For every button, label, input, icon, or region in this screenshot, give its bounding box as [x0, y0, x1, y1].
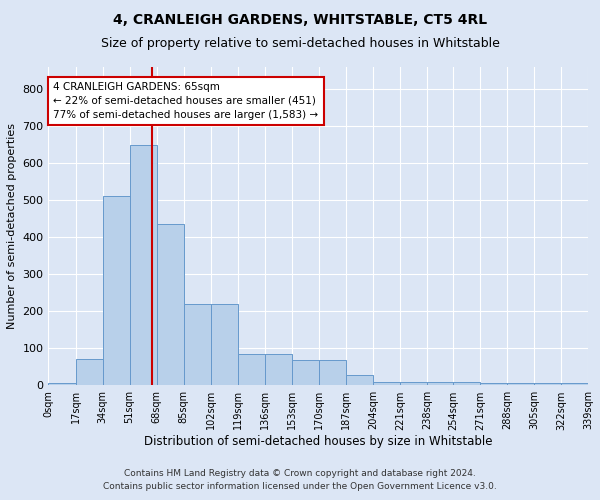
Bar — [373, 382, 400, 386]
Bar — [76, 360, 103, 386]
Bar — [130, 146, 157, 386]
X-axis label: Distribution of semi-detached houses by size in Whitstable: Distribution of semi-detached houses by … — [144, 435, 493, 448]
Bar — [49, 384, 76, 386]
Bar — [103, 196, 130, 386]
Bar — [400, 382, 427, 386]
Y-axis label: Number of semi-detached properties: Number of semi-detached properties — [7, 123, 17, 329]
Text: Contains public sector information licensed under the Open Government Licence v3: Contains public sector information licen… — [103, 482, 497, 491]
Bar — [534, 384, 561, 386]
Bar — [346, 375, 373, 386]
Bar — [427, 382, 453, 386]
Text: 4, CRANLEIGH GARDENS, WHITSTABLE, CT5 4RL: 4, CRANLEIGH GARDENS, WHITSTABLE, CT5 4R… — [113, 12, 487, 26]
Bar — [211, 304, 238, 386]
Bar — [265, 354, 292, 386]
Bar — [157, 224, 184, 386]
Bar — [238, 354, 265, 386]
Bar — [507, 384, 534, 386]
Text: Size of property relative to semi-detached houses in Whitstable: Size of property relative to semi-detach… — [101, 38, 499, 51]
Bar — [292, 360, 319, 386]
Bar — [453, 382, 480, 386]
Text: 4 CRANLEIGH GARDENS: 65sqm
← 22% of semi-detached houses are smaller (451)
77% o: 4 CRANLEIGH GARDENS: 65sqm ← 22% of semi… — [53, 82, 319, 120]
Bar — [480, 384, 507, 386]
Bar — [561, 384, 588, 386]
Text: Contains HM Land Registry data © Crown copyright and database right 2024.: Contains HM Land Registry data © Crown c… — [124, 468, 476, 477]
Bar — [319, 360, 346, 386]
Bar — [184, 304, 211, 386]
